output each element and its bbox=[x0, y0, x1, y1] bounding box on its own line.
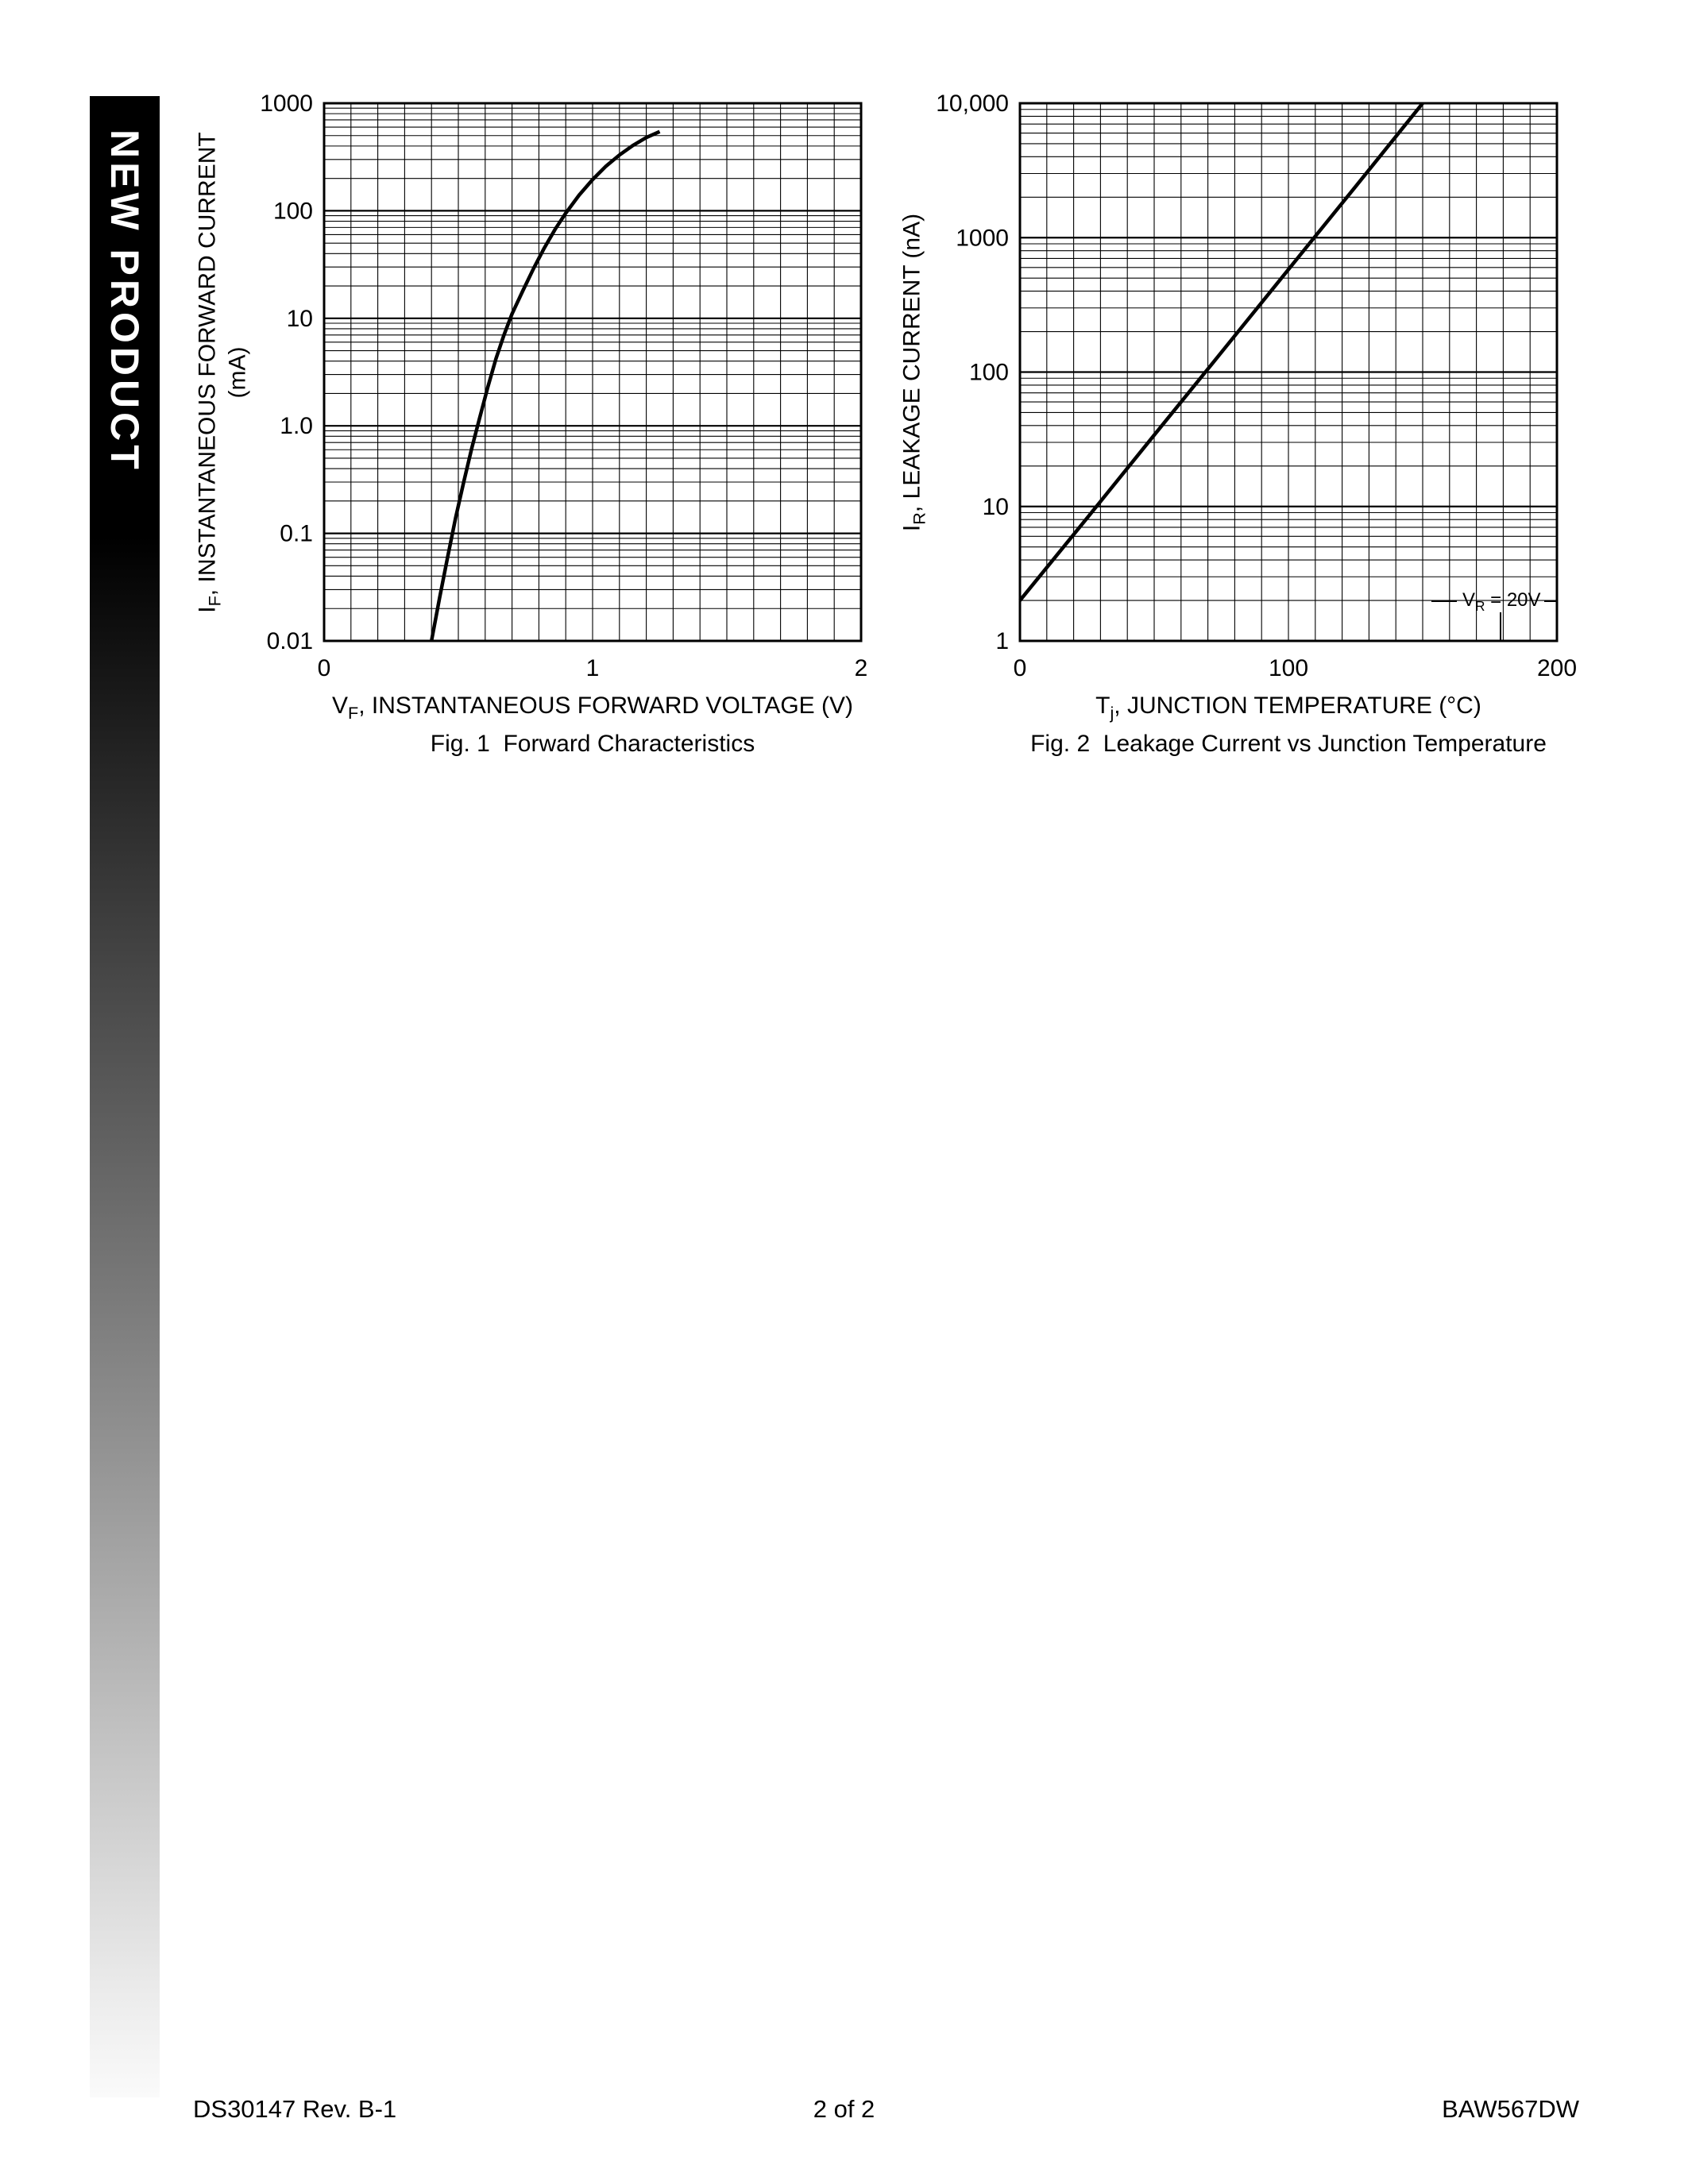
fig2-x-axis-title-rest: , JUNCTION TEMPERATURE (°C) bbox=[1114, 693, 1481, 719]
fig1-caption: Fig. 1 Forward Characteristics bbox=[430, 731, 755, 757]
tick-label: 200 bbox=[1537, 655, 1577, 681]
footer-page-number: 2 of 2 bbox=[813, 2095, 875, 2123]
banner-label: NEW PRODUCT bbox=[102, 129, 147, 473]
tick-label: 100 bbox=[1269, 655, 1308, 681]
tick-label: 100 bbox=[273, 198, 313, 224]
annotation-subscript: R bbox=[1475, 597, 1485, 614]
fig1-plot: 1000 100 10 1.0 0.1 0.010 1 2 bbox=[260, 91, 867, 681]
fig2-y-axis-title-rest: , LEAKAGE CURRENT (nA) bbox=[898, 213, 925, 513]
tick-label: 2 bbox=[855, 655, 868, 681]
annotation-text: V bbox=[1462, 589, 1476, 611]
fig2-y-axis-title-text: I bbox=[898, 524, 925, 532]
fig2-x-axis-title-text: T bbox=[1095, 693, 1111, 719]
annotation-text-rest: = 20V bbox=[1485, 589, 1541, 611]
fig2-plot: 10,000 1000 100 10 10 100 200 bbox=[936, 91, 1577, 681]
fig2-caption: Fig. 2 Leakage Current vs Junction Tempe… bbox=[1030, 731, 1547, 757]
new-product-banner: NEW PRODUCT bbox=[90, 96, 160, 2097]
tick-label: 0 bbox=[318, 655, 331, 681]
tick-label: 100 bbox=[969, 360, 1009, 386]
footer-document-number: DS30147 Rev. B-1 bbox=[193, 2095, 397, 2123]
fig1-x-axis-title-rest: , INSTANTANEOUS FORWARD VOLTAGE (V) bbox=[358, 693, 854, 719]
fig2-x-axis-subscript: j bbox=[1110, 703, 1114, 723]
fig1-x-axis-subscript: F bbox=[347, 703, 359, 723]
fig2-annotation-vr: VR = 20V bbox=[1462, 589, 1541, 612]
tick-label: 1000 bbox=[260, 91, 313, 117]
tick-label: 1.0 bbox=[280, 413, 313, 439]
fig1-y-axis-title-text: I bbox=[194, 606, 221, 613]
tick-label: 1 bbox=[995, 628, 1009, 654]
fig2-y-axis-title: IR, LEAKAGE CURRENT (nA) bbox=[898, 104, 929, 642]
tick-label: 0.1 bbox=[280, 521, 313, 547]
tick-label: 10 bbox=[287, 306, 313, 332]
plot-border bbox=[323, 102, 863, 642]
fig1-y-axis-title: IF, INSTANTANEOUS FORWARD CURRENT (mA) bbox=[193, 104, 251, 642]
tick-label: 10,000 bbox=[936, 91, 1009, 117]
fig1-x-axis-title-text: V bbox=[331, 693, 348, 719]
fig1-x-axis-title: VF, INSTANTANEOUS FORWARD VOLTAGE (V) bbox=[324, 693, 861, 723]
fig2-x-axis-title: Tj, JUNCTION TEMPERATURE (°C) bbox=[1020, 693, 1557, 723]
forward-current-curve bbox=[429, 129, 661, 642]
tick-label: 0 bbox=[1014, 655, 1027, 681]
fig2-y-axis-subscript: R bbox=[909, 512, 929, 525]
tick-label: 1 bbox=[586, 655, 600, 681]
footer-part-number: BAW567DW bbox=[1442, 2095, 1579, 2123]
tick-label: 10 bbox=[983, 494, 1009, 520]
tick-label: 1000 bbox=[956, 225, 1009, 251]
leakage-current-curve bbox=[1018, 102, 1424, 602]
fig1-y-axis-subscript: F bbox=[204, 596, 225, 607]
plot-border bbox=[1018, 102, 1559, 642]
tick-label: 0.01 bbox=[267, 628, 313, 654]
